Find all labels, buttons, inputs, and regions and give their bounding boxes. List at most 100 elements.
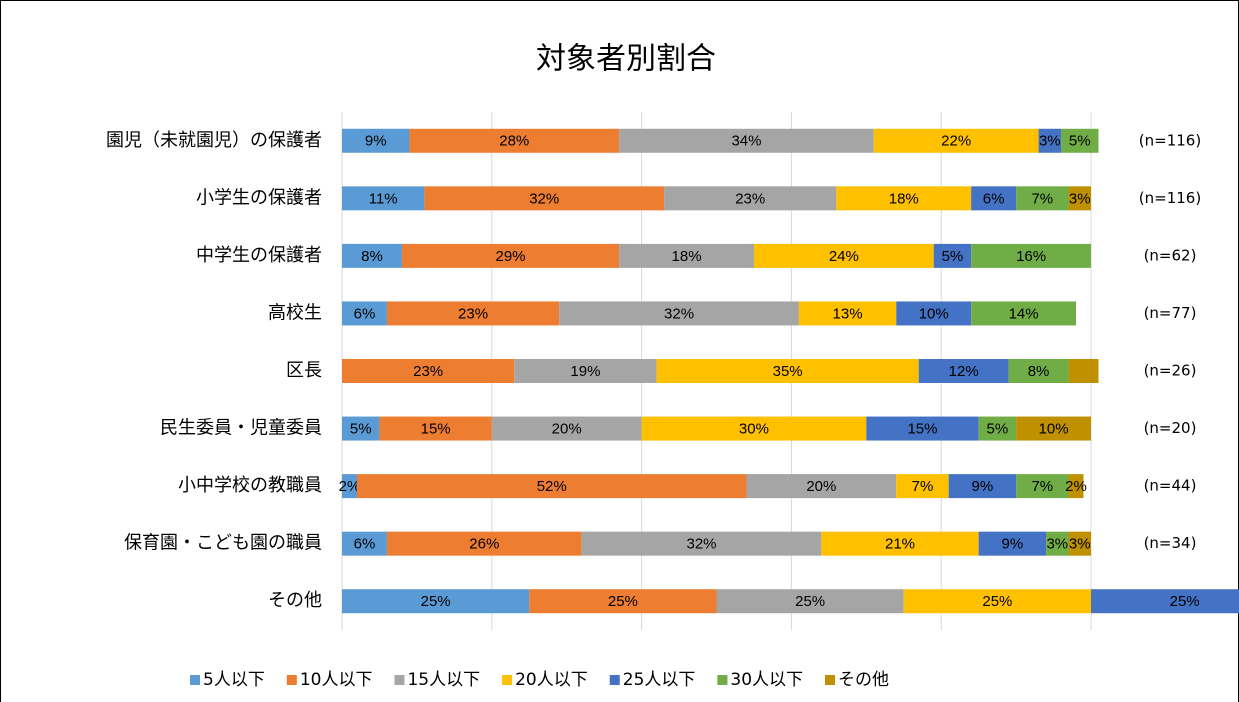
n-label: (n=26) (1144, 362, 1197, 380)
value-label: 3% (1069, 190, 1091, 207)
bar-segment (978, 531, 1047, 556)
value-label: 6% (354, 536, 376, 553)
value-label: 32% (529, 190, 559, 207)
bar-segment (1038, 128, 1062, 153)
value-label: 2% (339, 478, 361, 495)
category-label: 高校生 (268, 302, 322, 323)
bar-segment (948, 474, 1017, 499)
bar-segment (664, 186, 837, 211)
bar-segment (342, 416, 380, 441)
bar-segment (971, 186, 1017, 211)
bar-segment (1068, 359, 1099, 383)
n-label: (n=44) (1144, 477, 1197, 495)
value-label: 9% (1002, 536, 1024, 553)
value-label: 11% (369, 190, 398, 207)
bar-segment (971, 243, 1091, 268)
value-label: 23% (735, 190, 765, 207)
legend-swatch (609, 675, 620, 685)
bar-segment (746, 474, 897, 499)
value-label: 2% (1065, 478, 1087, 495)
category-label: 保育園・こども園の職員 (124, 533, 322, 554)
bar-segment (896, 474, 949, 499)
bar-segment (619, 128, 874, 153)
value-label: 30% (739, 421, 769, 438)
value-label: 19% (570, 363, 600, 380)
n-label: (n=116) (1139, 131, 1201, 149)
legend-label: 15人以下 (407, 670, 480, 690)
value-label: 14% (1009, 305, 1039, 322)
value-label: 10% (919, 305, 949, 322)
value-label: 8% (1028, 363, 1050, 380)
chart-title: 対象者別割合 (536, 42, 716, 77)
bar-segment (409, 128, 620, 153)
legend-swatch (286, 675, 297, 685)
category-label: 小中学校の教職員 (178, 475, 322, 496)
value-label: 32% (687, 536, 717, 553)
bar-segment (873, 128, 1039, 153)
value-label: 23% (413, 363, 443, 380)
bar-segment (641, 416, 867, 441)
legend-swatch (394, 675, 405, 685)
value-label: 3% (1046, 536, 1068, 553)
n-label: (n=62) (1144, 246, 1197, 264)
bar-segment (1061, 128, 1099, 153)
bar-segment (1008, 359, 1069, 383)
value-label: 25% (421, 593, 451, 610)
bar-segment (342, 128, 410, 153)
value-label: 23% (458, 305, 488, 322)
category-label: 園児（未就園児）の保護者 (106, 130, 322, 151)
bar-segment (619, 243, 754, 268)
value-label: 6% (354, 305, 376, 322)
bar-segment (1068, 186, 1091, 211)
bar-segment (1068, 474, 1084, 499)
value-label: 52% (537, 478, 567, 495)
value-label: 5% (1069, 133, 1091, 150)
value-label: 7% (1031, 478, 1053, 495)
legend-label: 30人以下 (730, 670, 803, 690)
value-label: 25% (795, 593, 825, 610)
legend-swatch (717, 675, 728, 685)
bar-segment (1091, 589, 1239, 614)
bar-segment (978, 416, 1017, 441)
n-label: (n=34) (1144, 534, 1197, 552)
value-label: 7% (912, 478, 934, 495)
value-label: 12% (949, 363, 979, 380)
bar-segment (342, 359, 515, 383)
legend-swatch (825, 675, 836, 685)
bar-segment (1046, 531, 1069, 556)
value-label: 22% (941, 133, 971, 150)
value-label: 8% (361, 248, 383, 265)
bar-segment (491, 416, 642, 441)
legend-swatch (190, 675, 200, 685)
bar-segment (424, 186, 665, 211)
value-label: 5% (987, 421, 1009, 438)
bar-segment (918, 359, 1009, 383)
value-label: 20% (552, 421, 582, 438)
bar-segment (1016, 416, 1091, 441)
bar-segment (379, 416, 492, 441)
legend-label: 25人以下 (623, 670, 696, 690)
value-label: 9% (972, 478, 994, 495)
value-label: 3% (1039, 133, 1061, 150)
bar-segment (386, 301, 560, 326)
category-label: その他 (268, 590, 322, 611)
value-label: 35% (773, 363, 803, 380)
value-label: 15% (421, 421, 451, 438)
bar-segment (821, 531, 979, 556)
category-label: 中学生の保護者 (196, 245, 322, 266)
bar-segment (753, 243, 934, 268)
value-label: 34% (731, 133, 761, 150)
bar-segment (933, 243, 972, 268)
bar-segment (342, 301, 387, 326)
bar-segment (386, 531, 582, 556)
n-label: (n=77) (1144, 304, 1197, 322)
bar-segment (1016, 474, 1069, 499)
value-label: 5% (942, 248, 964, 265)
bar-segment (716, 589, 904, 614)
category-label: 小学生の保護者 (196, 187, 322, 208)
legend-label: 5人以下 (203, 670, 265, 690)
value-label: 16% (1016, 248, 1046, 265)
bar-segment (342, 243, 402, 268)
